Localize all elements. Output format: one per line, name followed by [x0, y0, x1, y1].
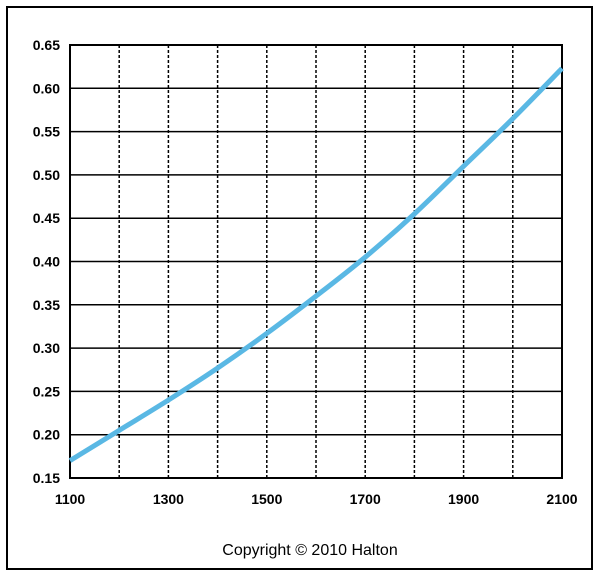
y-tick-label: 0.35	[33, 297, 60, 313]
y-tick-label: 0.45	[33, 210, 60, 226]
x-axis-tick-labels: 1100 1300 1500 1700 1900 2100	[55, 491, 578, 507]
y-tick-label: 0.30	[33, 340, 60, 356]
series-line	[68, 66, 564, 463]
x-tick-label: 1300	[153, 491, 184, 507]
chart-frame	[6, 6, 593, 570]
x-tick-label: 1500	[251, 491, 282, 507]
copyright-text: Copyright © 2010 Halton	[222, 542, 397, 559]
y-tick-label: 0.50	[33, 167, 60, 183]
y-tick-label: 0.15	[33, 470, 60, 486]
y-tick-label: 0.55	[33, 124, 60, 140]
series-layer	[68, 66, 564, 463]
y-tick-label: 0.40	[33, 254, 60, 270]
x-tick-label: 1700	[350, 491, 381, 507]
y-axis-tick-labels: 0.15 0.20 0.25 0.30 0.35 0.40 0.45 0.50 0.55 0.60…	[33, 37, 60, 486]
y-tick-label: 0.65	[33, 37, 60, 53]
y-tick-label: 0.20	[33, 427, 60, 443]
x-tick-label: 2100	[546, 491, 577, 507]
x-tick-label: 1100	[55, 491, 86, 507]
plot-area-border	[69, 44, 563, 479]
y-tick-label: 0.25	[33, 383, 60, 399]
x-tick-label: 1900	[448, 491, 479, 507]
y-tick-label: 0.60	[33, 80, 60, 96]
